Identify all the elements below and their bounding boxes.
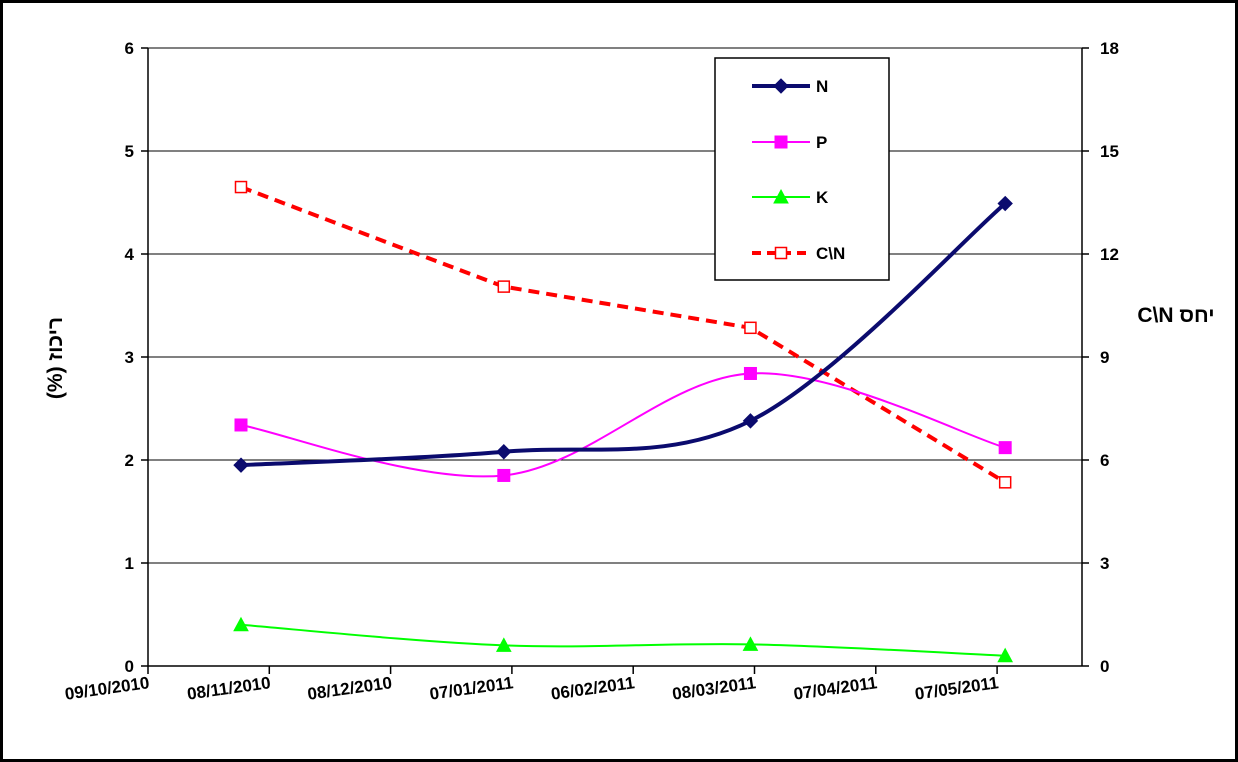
series-k-line bbox=[240, 623, 1006, 657]
series-cn-point bbox=[744, 321, 757, 335]
y-right-tick-label: 9 bbox=[1100, 348, 1109, 367]
y-left-tick-label: 0 bbox=[125, 657, 134, 676]
series-p-point bbox=[743, 366, 757, 380]
legend-n-label: N bbox=[816, 77, 828, 96]
series-k-point bbox=[997, 647, 1014, 663]
series-cn-point bbox=[998, 476, 1012, 489]
y-left-tick-label: 6 bbox=[125, 39, 134, 58]
series-cn-point bbox=[497, 280, 511, 293]
series-cn-line bbox=[240, 185, 1007, 485]
legend-cn-marker bbox=[774, 246, 788, 260]
y-right-tick-label: 6 bbox=[1100, 451, 1109, 470]
series-n bbox=[233, 195, 1013, 473]
y-axis-right-title: יחס C\N bbox=[1137, 304, 1214, 327]
legend-cn: C\N bbox=[752, 244, 845, 263]
legend-p-label: P bbox=[816, 133, 827, 152]
gridlines bbox=[148, 47, 1082, 564]
y-right-tick-label: 12 bbox=[1100, 245, 1119, 264]
y-left-tick-label: 2 bbox=[125, 451, 134, 470]
legend-n: N bbox=[752, 77, 828, 96]
legend-k-label: K bbox=[816, 188, 829, 207]
legend-p: P bbox=[752, 133, 827, 152]
series-cn-point bbox=[234, 180, 248, 194]
y-left-tick-label: 5 bbox=[125, 142, 134, 161]
series-n-point bbox=[496, 444, 512, 460]
series-p bbox=[234, 366, 1012, 482]
legend-n-marker bbox=[773, 78, 789, 94]
series-p-point bbox=[998, 441, 1012, 455]
series-cn bbox=[234, 180, 1012, 489]
legend-box bbox=[714, 57, 890, 281]
y-right-tick-label: 3 bbox=[1100, 554, 1109, 573]
legend-k: K bbox=[752, 188, 829, 207]
legend-p-marker bbox=[774, 135, 788, 149]
series-p-point bbox=[234, 418, 248, 432]
series-n-point bbox=[233, 457, 249, 473]
y-right-tick-label: 15 bbox=[1100, 142, 1119, 161]
series-k-point bbox=[495, 637, 512, 652]
series-k-point bbox=[233, 616, 249, 632]
y-right-tick-label: 0 bbox=[1100, 657, 1109, 676]
series-k bbox=[233, 616, 1014, 663]
legend-k-marker bbox=[773, 188, 789, 204]
series-n-point bbox=[742, 413, 759, 429]
y-left-tick-label: 3 bbox=[125, 348, 134, 367]
y-axis-left-title: ריכוז (%) bbox=[44, 317, 67, 399]
series-p-line bbox=[240, 372, 1006, 478]
legend-cn-label: C\N bbox=[816, 244, 845, 263]
y-left-tick-label: 4 bbox=[125, 245, 135, 264]
legend: N P K C\N bbox=[714, 57, 890, 281]
series-group bbox=[233, 180, 1014, 663]
series-k-point bbox=[742, 636, 759, 651]
series-n-line bbox=[240, 202, 1007, 468]
y-left-tick-label: 1 bbox=[125, 554, 134, 573]
y-right-tick-label: 18 bbox=[1100, 39, 1119, 58]
series-n-point bbox=[997, 195, 1013, 212]
series-p-point bbox=[497, 468, 511, 482]
